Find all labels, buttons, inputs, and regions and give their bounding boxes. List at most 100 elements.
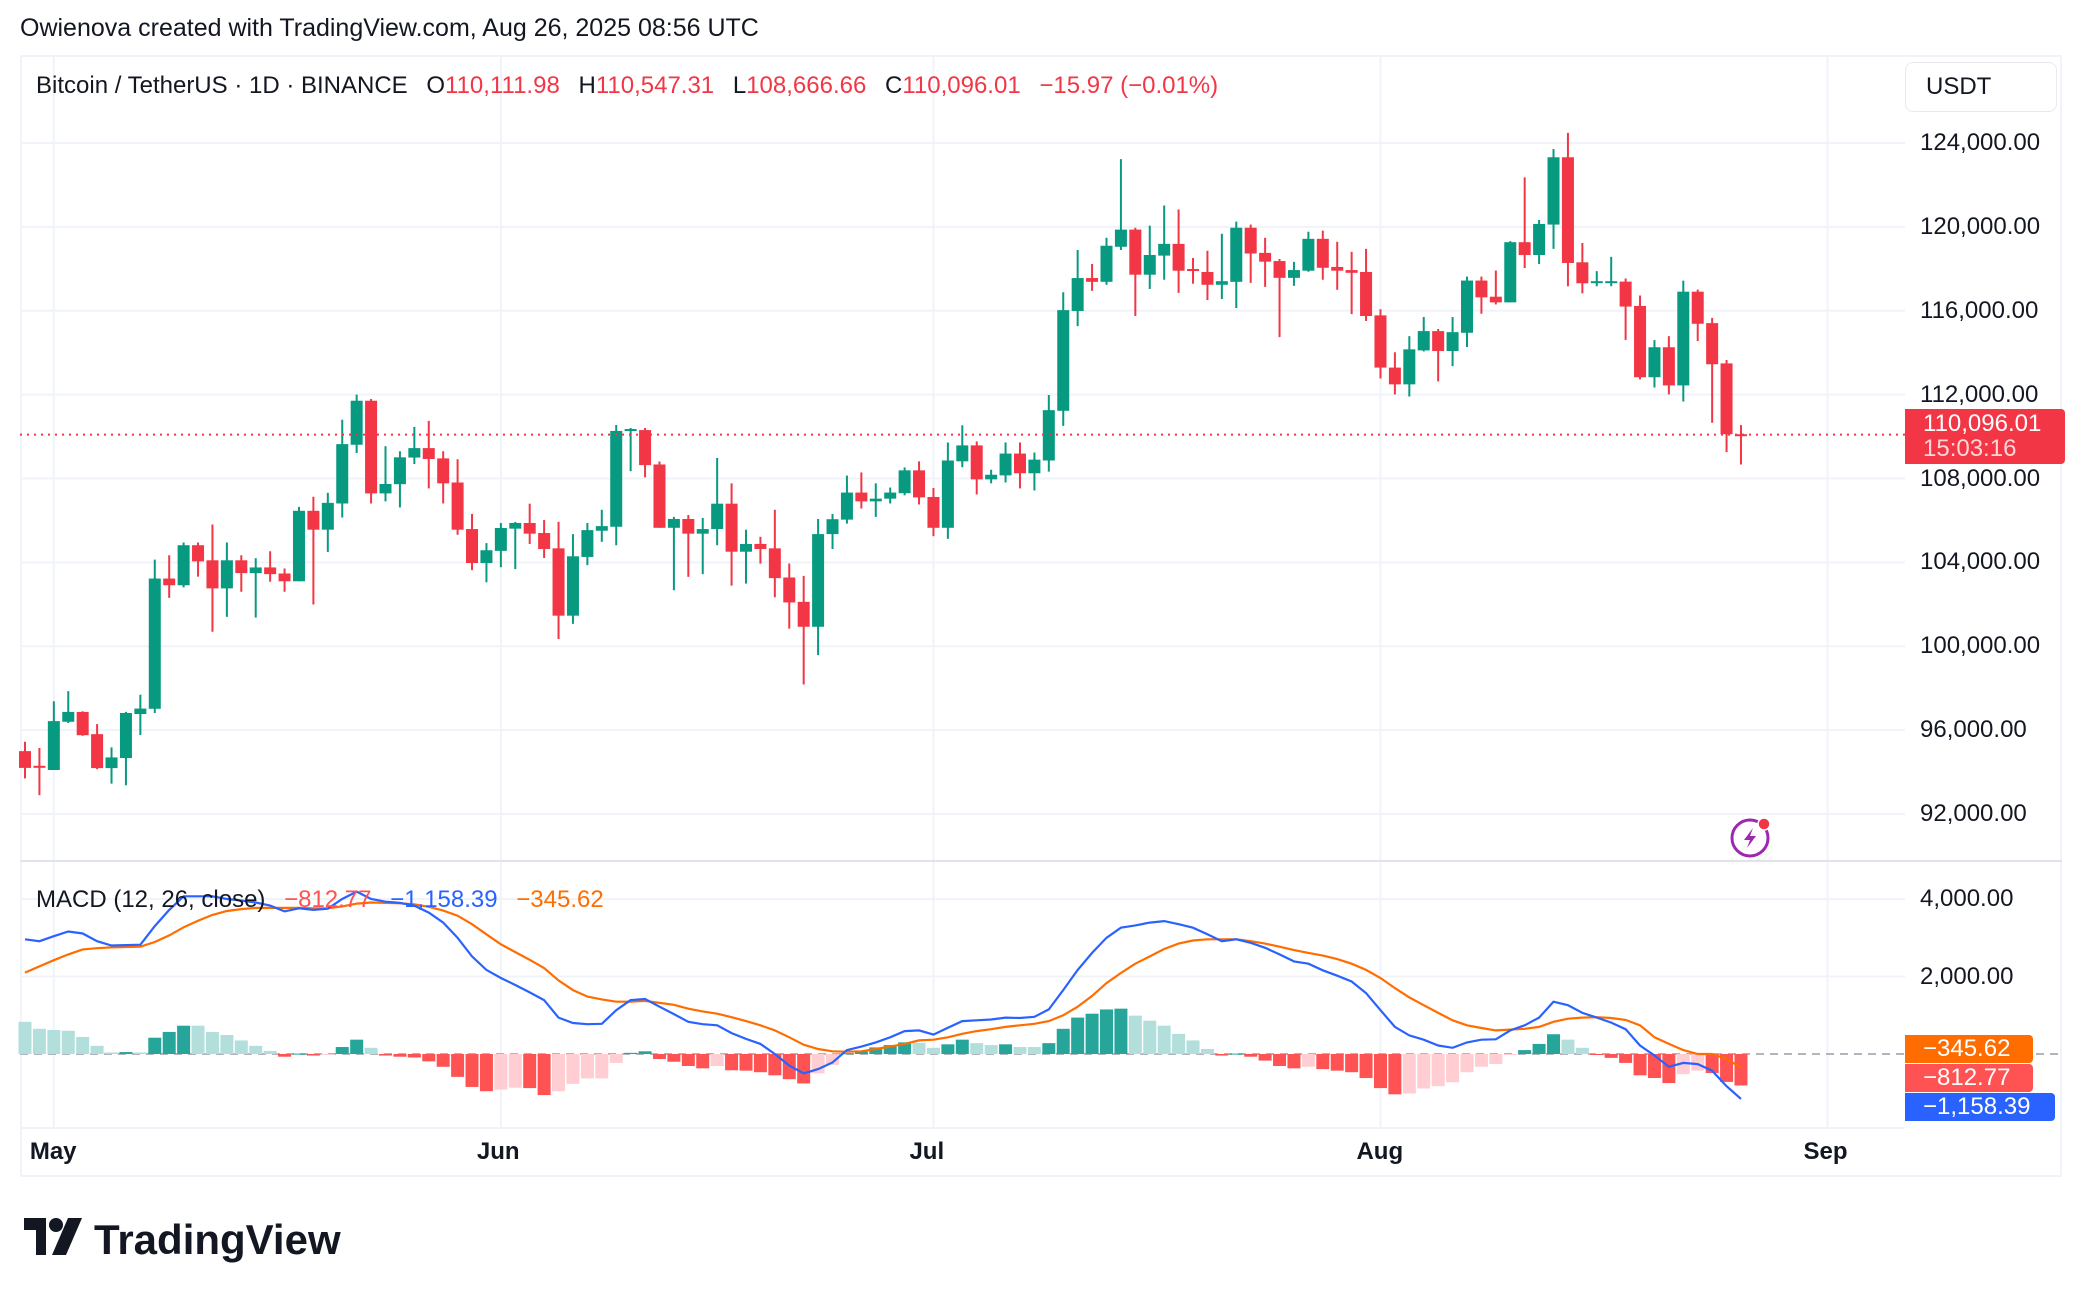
candle[interactable] xyxy=(264,551,277,582)
candle[interactable] xyxy=(595,509,608,542)
candle[interactable] xyxy=(1734,425,1747,465)
candle[interactable] xyxy=(19,741,31,779)
candle[interactable] xyxy=(754,536,767,564)
candle[interactable] xyxy=(898,467,911,496)
candle[interactable] xyxy=(1345,251,1358,315)
candle[interactable] xyxy=(1374,309,1387,379)
candle[interactable] xyxy=(62,691,75,724)
candle[interactable] xyxy=(653,461,666,528)
tradingview-logo[interactable]: TradingView xyxy=(22,1210,352,1275)
candle[interactable] xyxy=(783,563,796,629)
candle[interactable] xyxy=(1691,289,1704,341)
currency-button[interactable]: USDT xyxy=(1905,62,2057,112)
candle[interactable] xyxy=(1662,336,1675,395)
candle[interactable] xyxy=(1158,205,1171,280)
candle[interactable] xyxy=(1230,221,1243,309)
candle[interactable] xyxy=(494,522,507,568)
candle[interactable] xyxy=(148,559,161,713)
candle[interactable] xyxy=(1504,241,1517,303)
candle[interactable] xyxy=(365,399,378,504)
candle[interactable] xyxy=(1360,248,1373,322)
candle[interactable] xyxy=(47,701,60,771)
candle[interactable] xyxy=(451,459,464,535)
candle[interactable] xyxy=(321,492,334,552)
candle[interactable] xyxy=(956,425,969,468)
candle[interactable] xyxy=(1461,276,1473,348)
candle[interactable] xyxy=(1129,227,1142,317)
candle[interactable] xyxy=(1432,329,1445,382)
candle[interactable] xyxy=(581,522,594,566)
candle[interactable] xyxy=(105,747,118,784)
candle[interactable] xyxy=(437,451,450,504)
candle[interactable] xyxy=(970,441,983,495)
candle[interactable] xyxy=(1417,317,1430,352)
candle[interactable] xyxy=(812,518,825,656)
candle[interactable] xyxy=(1071,249,1084,327)
candle[interactable] xyxy=(1028,452,1041,491)
candle[interactable] xyxy=(206,524,219,632)
candle[interactable] xyxy=(1316,230,1329,280)
candle[interactable] xyxy=(1648,340,1661,388)
candle[interactable] xyxy=(134,694,147,735)
candle[interactable] xyxy=(1187,257,1200,284)
candle[interactable] xyxy=(379,446,392,502)
candle[interactable] xyxy=(696,517,709,575)
macd-legend[interactable]: MACD (12, 26, close) −812.77 −1,158.39 −… xyxy=(36,886,604,914)
candle[interactable] xyxy=(1013,442,1026,489)
candle[interactable] xyxy=(76,711,89,736)
candle[interactable] xyxy=(840,475,853,524)
candle[interactable] xyxy=(408,426,421,465)
candle[interactable] xyxy=(466,513,479,571)
candle[interactable] xyxy=(1518,177,1531,268)
candle[interactable] xyxy=(292,506,305,582)
candle[interactable] xyxy=(913,461,926,505)
candle[interactable] xyxy=(855,472,868,509)
candle[interactable] xyxy=(1114,159,1127,250)
candle[interactable] xyxy=(740,529,752,584)
candle[interactable] xyxy=(1590,271,1603,287)
candle[interactable] xyxy=(1057,292,1070,426)
candle[interactable] xyxy=(1042,395,1055,472)
candle[interactable] xyxy=(552,521,565,639)
candle[interactable] xyxy=(91,724,104,770)
candle[interactable] xyxy=(1677,280,1690,402)
candle[interactable] xyxy=(927,487,940,537)
candle[interactable] xyxy=(1605,256,1618,287)
candle[interactable] xyxy=(336,419,349,518)
candle[interactable] xyxy=(163,555,176,598)
candle[interactable] xyxy=(119,711,132,786)
candle[interactable] xyxy=(509,521,522,570)
candle[interactable] xyxy=(1489,270,1502,305)
candle[interactable] xyxy=(1100,237,1113,285)
candle[interactable] xyxy=(884,487,897,504)
candle[interactable] xyxy=(350,394,363,453)
candle[interactable] xyxy=(1634,295,1647,380)
candle[interactable] xyxy=(667,516,680,591)
candle[interactable] xyxy=(797,575,810,685)
candle[interactable] xyxy=(1446,317,1459,367)
candle[interactable] xyxy=(523,503,536,544)
candle[interactable] xyxy=(1388,352,1401,395)
candle[interactable] xyxy=(826,513,839,549)
candle[interactable] xyxy=(1706,317,1719,423)
candle[interactable] xyxy=(985,469,998,484)
candle[interactable] xyxy=(1215,233,1228,300)
candle[interactable] xyxy=(1533,219,1546,264)
candle[interactable] xyxy=(1143,225,1156,289)
candle[interactable] xyxy=(278,568,291,592)
candle[interactable] xyxy=(1331,241,1344,290)
candle[interactable] xyxy=(235,555,248,592)
candle[interactable] xyxy=(725,483,738,586)
candle[interactable] xyxy=(1475,276,1488,314)
candle[interactable] xyxy=(1720,360,1733,453)
candle[interactable] xyxy=(307,496,320,605)
alert-icon[interactable] xyxy=(1730,817,1771,858)
candle[interactable] xyxy=(249,558,262,618)
candle[interactable] xyxy=(768,509,781,598)
candle[interactable] xyxy=(1576,243,1589,294)
candle[interactable] xyxy=(1619,278,1632,340)
candle[interactable] xyxy=(1403,336,1416,397)
candle[interactable] xyxy=(1287,261,1300,286)
candle[interactable] xyxy=(1273,258,1286,338)
candle[interactable] xyxy=(1561,132,1574,287)
